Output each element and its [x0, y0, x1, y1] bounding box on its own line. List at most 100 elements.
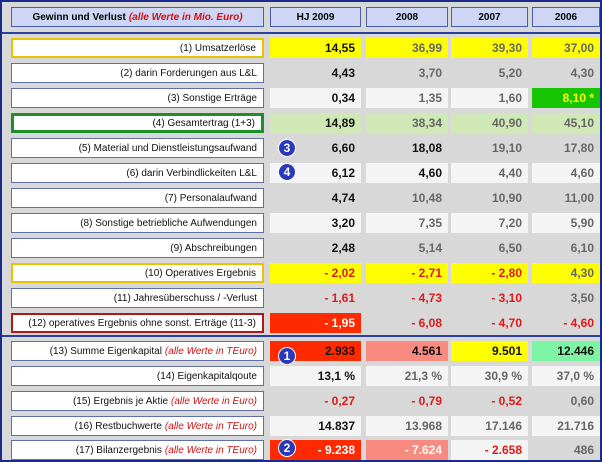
row-label-note: (alle Werte in TEuro) [164, 420, 257, 432]
header-title: Gewinn und Verlust (alle Werte in Mio. E… [11, 7, 264, 27]
value-cell: 7,35 [366, 213, 448, 233]
value-cell: 4,30 [532, 263, 600, 283]
value-cell: - 6,08 [411, 316, 442, 330]
row-label: (16) Restbuchwerte (alle Werte in TEuro) [11, 416, 264, 436]
value-cell: - 0,52 [491, 394, 522, 408]
row-label: (6) darin Verbindlickeiten L&L [11, 163, 264, 183]
row-label: (2) darin Forderungen aus L&L [11, 63, 264, 83]
table-row: (7) Personalaufwand 4,74 10,48 10,90 11,… [2, 186, 600, 210]
row-label-text: (16) Restbuchwerte [74, 420, 162, 432]
value-cell: 37,0 % [532, 366, 600, 386]
value-cell: 12.446 [532, 341, 600, 361]
value-cell: - 1,95 [270, 313, 361, 333]
value-cell: 21.716 [532, 416, 600, 436]
value-cell: 10,90 [491, 191, 522, 205]
value-cell: 486 [573, 443, 594, 457]
value-cell: - 1,61 [324, 291, 355, 305]
row-label: (10) Operatives Ergebnis [11, 263, 264, 283]
row-label-text: (15) Ergebnis je Aktie [72, 395, 169, 407]
header-year-2007: 2007 [451, 7, 528, 27]
value-cell: 5,14 [418, 241, 442, 255]
value-cell: - 2,80 [451, 263, 528, 283]
value-cell: - 0,79 [411, 394, 442, 408]
value-cell: - 2,71 [366, 263, 448, 283]
value-cell: 19,10 [491, 141, 522, 155]
value-cell: 14,55 [270, 38, 361, 58]
value-cell: 11,00 [564, 191, 594, 205]
value-cell: - 4,70 [491, 316, 522, 330]
badge-4: 4 [278, 163, 296, 181]
row-label-text: (17) Bilanzergebnis [75, 444, 162, 456]
value-cell: 3,70 [418, 66, 442, 80]
row-label-note: (alle Werte in TEuro) [164, 444, 257, 456]
row-label: (7) Personalaufwand [11, 188, 264, 208]
table-row: (17) Bilanzergebnis (alle Werte in TEuro… [2, 438, 600, 462]
value-cell: 36,99 [366, 38, 448, 58]
table-row: (9) Abschreibungen 2,48 5,14 6,50 6,10 [2, 236, 600, 260]
value-cell: 6,10 [570, 241, 594, 255]
value-cell: 7,20 [451, 213, 528, 233]
table-row: (10) Operatives Ergebnis - 2,02 - 2,71 -… [2, 261, 600, 285]
row-label: (4) Gesamtertrag (1+3) [11, 113, 264, 133]
row-label: (3) Sonstige Erträge [11, 88, 264, 108]
header-year-2006: 2006 [532, 7, 600, 27]
value-cell: 4,60 [532, 163, 600, 183]
row-label-text: (13) Summe Eigenkapital [49, 345, 162, 357]
value-cell: 1,35 [366, 88, 448, 108]
table-row: (4) Gesamtertrag (1+3) 14,89 38,34 40,90… [2, 111, 600, 135]
value-cell: 3,20 [270, 213, 361, 233]
value-cell: - 2,02 [270, 263, 361, 283]
value-cell: 9.501 [451, 341, 528, 361]
value-cell: 10,48 [411, 191, 442, 205]
table-row: (11) Jahresüberschuss / -Verlust - 1,61 … [2, 286, 600, 310]
value-cell: 4,74 [331, 191, 355, 205]
header-title-text: Gewinn und Verlust [32, 11, 126, 23]
value-cell: 14,89 [270, 113, 361, 133]
row-label: (5) Material und Dienstleistungsaufwand [11, 138, 264, 158]
value-cell: 13,1 % [270, 366, 361, 386]
value-cell: - 7.624 [366, 440, 448, 460]
table-row: (15) Ergebnis je Aktie (alle Werte in Eu… [2, 389, 600, 413]
row-label: (13) Summe Eigenkapital (alle Werte in T… [11, 341, 264, 361]
table-row: (16) Restbuchwerte (alle Werte in TEuro)… [2, 414, 600, 438]
badge-3: 3 [278, 139, 296, 157]
value-cell: - 2.658 [451, 440, 528, 460]
value-cell: 13.968 [366, 416, 448, 436]
row-label: (14) Eigenkapitalqoute [11, 366, 264, 386]
value-cell: 0,34 [270, 88, 361, 108]
value-cell: 4,60 [366, 163, 448, 183]
value-cell: 4.561 [366, 341, 448, 361]
row-label-note: (alle Werte in Euro) [171, 395, 257, 407]
value-cell: 4,40 [451, 163, 528, 183]
value-cell: 45,10 [532, 113, 600, 133]
row-label: (11) Jahresüberschuss / -Verlust [11, 288, 264, 308]
badge-2: 2 [278, 439, 296, 457]
table-header: Gewinn und Verlust (alle Werte in Mio. E… [2, 7, 600, 29]
value-cell: 5,20 [498, 66, 522, 80]
table-row: (3) Sonstige Erträge 0,34 1,35 1,60 8,10… [2, 86, 600, 110]
row-label: (12) operatives Ergebnis ohne sonst. Ert… [11, 313, 264, 333]
value-cell: 3,50 [570, 291, 594, 305]
value-cell: 8,10 * [532, 88, 600, 108]
value-cell: 37,00 [532, 38, 600, 58]
value-cell: 14.837 [270, 416, 361, 436]
value-cell: 5,90 [532, 213, 600, 233]
table-row: (6) darin Verbindlickeiten L&L 6,12 4,60… [2, 161, 600, 185]
value-cell: - 4,73 [411, 291, 442, 305]
table-row: (8) Sonstige betriebliche Aufwendungen 3… [2, 211, 600, 235]
header-year-2008: 2008 [366, 7, 448, 27]
header-title-note: (alle Werte in Mio. Euro) [128, 11, 243, 23]
section-divider [2, 335, 600, 337]
table-row: (2) darin Forderungen aus L&L 4,43 3,70 … [2, 61, 600, 85]
value-cell: 0,60 [570, 394, 594, 408]
table-row: (12) operatives Ergebnis ohne sonst. Ert… [2, 311, 600, 335]
table-row: (14) Eigenkapitalqoute 13,1 % 21,3 % 30,… [2, 364, 600, 388]
row-label: (9) Abschreibungen [11, 238, 264, 258]
row-label-note: (alle Werte in TEuro) [164, 345, 257, 357]
value-cell: - 4,60 [563, 316, 594, 330]
value-cell: 4,30 [570, 66, 594, 80]
value-cell: 18,08 [411, 141, 442, 155]
value-cell: 2,48 [331, 241, 355, 255]
value-cell: 17,80 [563, 141, 594, 155]
